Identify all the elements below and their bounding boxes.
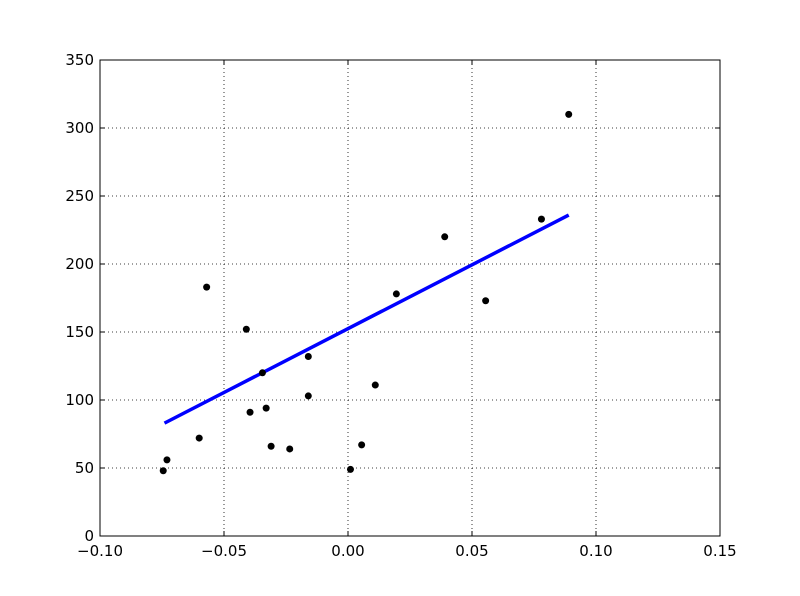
scatter-point: [392, 290, 400, 298]
y-tick-label: 0: [84, 527, 94, 545]
x-tick-label: 0.15: [703, 542, 736, 560]
x-tick-label: 0.05: [455, 542, 488, 560]
y-tick-label: 100: [65, 391, 94, 409]
scatter-point: [441, 233, 449, 241]
scatter-point: [267, 442, 275, 450]
scatter-point: [195, 434, 203, 442]
scatter-point: [246, 408, 254, 416]
scatter-point: [203, 283, 211, 291]
y-tick-label: 200: [65, 255, 94, 273]
x-tick-label: 0.00: [331, 542, 364, 560]
scatter-point: [304, 352, 312, 360]
scatter-point: [482, 297, 490, 305]
scatter-point: [159, 467, 167, 475]
x-tick-label: −0.10: [77, 542, 123, 560]
scatter-point: [304, 392, 312, 400]
grid: [100, 60, 720, 536]
scatter-point: [537, 215, 545, 223]
scatter-point: [565, 110, 573, 118]
regression-line: [163, 213, 570, 425]
scatter-point: [242, 325, 250, 333]
scatter-point: [346, 465, 354, 473]
y-tick-label: 50: [75, 459, 94, 477]
scatter-point: [371, 381, 379, 389]
x-tick-label: −0.05: [201, 542, 247, 560]
plot-data: [159, 110, 573, 475]
ticks: −0.10 −0.05 0.00 0.05 0.10 0.15 0 50 100 150 200 25…: [65, 51, 736, 560]
y-tick-label: 350: [65, 51, 94, 69]
scatter-point: [163, 456, 171, 464]
y-tick-label: 300: [65, 119, 94, 137]
y-tick-label: 150: [65, 323, 94, 341]
y-tick-label: 250: [65, 187, 94, 205]
scatter-point: [358, 441, 366, 449]
x-tick-label: 0.10: [579, 542, 612, 560]
axes-frame: [99, 59, 721, 537]
scatter-point: [286, 445, 294, 453]
scatter-point: [262, 404, 270, 412]
scatter-point: [258, 369, 266, 377]
